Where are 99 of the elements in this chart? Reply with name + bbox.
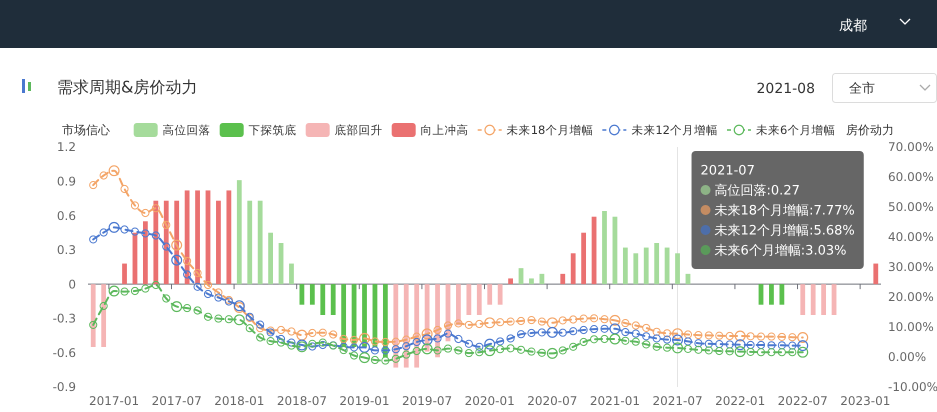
bar <box>508 278 513 284</box>
bar <box>602 211 607 284</box>
y2-tick-label: 60.00% <box>888 170 934 184</box>
x-tick-label: 2021-07 <box>652 394 703 408</box>
y-tick-label: 0.6 <box>56 208 76 223</box>
bar <box>570 253 576 284</box>
bar <box>654 243 660 284</box>
bar <box>195 190 200 284</box>
text: 全市 <box>849 82 875 97</box>
y-axis-title: 市场信心 <box>62 123 110 138</box>
bar <box>758 284 764 305</box>
bar <box>581 232 586 284</box>
bar <box>633 253 638 284</box>
y-tick-label: 1.2 <box>56 140 76 154</box>
y-tick-label: -0.9 <box>52 380 76 394</box>
bar <box>122 264 127 284</box>
legend-label: 底部回升 <box>334 123 383 138</box>
x-tick-label: 2020-01 <box>464 394 515 408</box>
bar <box>258 200 263 284</box>
bar <box>800 284 806 315</box>
bar <box>300 284 304 305</box>
bar <box>560 274 566 284</box>
bar <box>644 248 649 284</box>
annotation: 未来18个月增幅:7.77% <box>714 204 855 219</box>
bar <box>456 284 461 326</box>
x-tick-label: 2022-01 <box>715 394 766 408</box>
legend-label: 高位回落 <box>162 123 211 138</box>
bar <box>132 232 138 284</box>
x-tick-label: 2019-01 <box>339 394 390 408</box>
text: 2021-08 <box>756 80 815 97</box>
y2-tick-label: 10.00% <box>888 320 934 334</box>
text: 成都 <box>839 18 867 34</box>
bar <box>206 190 210 284</box>
bar <box>675 253 680 284</box>
x-tick-label: 2017-01 <box>89 394 140 408</box>
bar <box>310 284 315 305</box>
bar <box>529 278 534 284</box>
bar <box>278 243 284 284</box>
y2-axis-title: 房价动力 <box>846 123 894 138</box>
x-tick-label: 2018-01 <box>214 394 264 408</box>
bar <box>498 284 503 305</box>
x-tick-label: 2017-07 <box>152 394 202 408</box>
annotation: 未来6个月增幅:3.03% <box>714 244 846 259</box>
annotation: 2021-07 <box>700 164 755 179</box>
bar <box>810 284 816 315</box>
bar <box>320 284 326 315</box>
bar <box>769 284 774 305</box>
x-tick-label: 2023-01 <box>840 394 890 408</box>
legend-label: 未来6个月增幅 <box>756 123 836 138</box>
bar <box>664 248 670 284</box>
bar <box>873 264 878 284</box>
y2-tick-label: 0.00% <box>888 350 926 364</box>
bar <box>247 200 252 284</box>
y-tick-label: 0.9 <box>56 174 76 188</box>
x-tick-label: 2021-01 <box>590 394 640 408</box>
x-tick-label: 2020-07 <box>527 394 578 408</box>
x-tick-label: 2022-07 <box>778 394 828 408</box>
bar <box>372 284 378 347</box>
y-tick-label: 0.3 <box>56 243 76 258</box>
legend-label: 未来12个月增幅 <box>631 123 718 138</box>
x-tick-label: 2019-07 <box>402 394 452 408</box>
bar <box>362 284 367 347</box>
bar <box>686 274 690 284</box>
bar <box>236 180 242 284</box>
bar <box>330 284 336 315</box>
bar <box>142 221 148 284</box>
bar <box>268 232 273 284</box>
y2-tick-label: 70.00% <box>888 140 934 154</box>
bar <box>592 216 596 284</box>
legend-label: 向上冲高 <box>420 123 469 138</box>
bar <box>184 190 190 284</box>
bar <box>518 268 524 284</box>
y2-tick-label: 30.00% <box>888 260 934 274</box>
annotation: 高位回落:0.27 <box>714 182 800 199</box>
bar <box>476 284 482 315</box>
bar <box>612 216 618 284</box>
bar <box>352 284 356 347</box>
y-tick-label: -0.3 <box>52 312 76 326</box>
bar <box>466 284 472 315</box>
y2-tick-label: 50.00% <box>888 200 934 214</box>
y2-tick-label: 40.00% <box>888 230 934 244</box>
bar <box>226 190 232 284</box>
y-tick-label: -0.6 <box>52 346 76 360</box>
bar <box>832 284 836 315</box>
bar <box>487 284 492 305</box>
chart-title: 需求周期&房价动力 <box>57 78 198 97</box>
bar <box>289 264 294 284</box>
y2-tick-label: 20.00% <box>888 290 934 304</box>
bar <box>216 200 221 284</box>
bar <box>622 248 628 284</box>
annotation: 未来12个月增幅:5.68% <box>714 224 855 239</box>
x-tick-label: 2018-07 <box>276 394 327 408</box>
y2-tick-label: -10.00% <box>888 380 937 394</box>
legend-label: 下探筑底 <box>248 123 297 138</box>
bar <box>539 274 544 284</box>
bar <box>821 284 826 315</box>
legend-label: 未来18个月增幅 <box>506 123 594 138</box>
y-tick-label: 0 <box>68 277 76 292</box>
bar <box>779 284 784 305</box>
